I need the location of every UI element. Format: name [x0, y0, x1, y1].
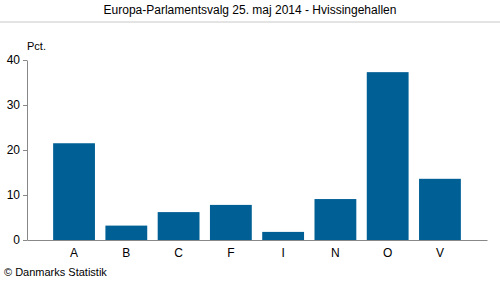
bar [105, 226, 147, 240]
bar [262, 232, 304, 240]
source: © Danmarks Statistik [4, 266, 107, 278]
bar [53, 143, 95, 240]
y-axis: 0 10 20 30 40 [7, 53, 28, 247]
x-tick: C [174, 240, 183, 260]
y-tick-mark [23, 150, 27, 151]
y-axis-title: Pct. [27, 40, 46, 52]
x-tick: N [331, 240, 340, 260]
bar [210, 205, 252, 240]
bar [367, 72, 409, 240]
x-tick: F [227, 240, 234, 260]
y-tick: 10 [7, 188, 27, 202]
bar [419, 179, 461, 240]
y-tick: 30 [7, 98, 27, 112]
bar [315, 199, 357, 240]
x-tick-label: F [227, 246, 234, 260]
y-tick: 0 [13, 233, 27, 247]
y-tick-mark [23, 240, 27, 241]
y-tick-label: 30 [7, 98, 21, 112]
y-tick-mark [23, 195, 27, 196]
x-axis-line [28, 240, 488, 241]
x-tick: O [383, 240, 392, 260]
y-tick-label: 40 [7, 53, 21, 67]
x-tick: V [436, 240, 444, 260]
bar [158, 212, 200, 240]
x-tick-label: O [383, 246, 392, 260]
x-tick-label: V [436, 246, 444, 260]
y-tick-label: 20 [7, 143, 21, 157]
chart: Europa-Parlamentsvalg 25. maj 2014 - Hvi… [0, 0, 500, 282]
x-tick-label: I [281, 246, 284, 260]
x-tick: B [122, 240, 130, 260]
x-tick-label: A [70, 246, 78, 260]
y-axis-line [27, 61, 28, 241]
x-tick: A [70, 240, 78, 260]
y-tick: 40 [7, 53, 27, 67]
x-tick-label: C [174, 246, 183, 260]
x-tick-label: N [331, 246, 340, 260]
y-tick-label: 0 [13, 233, 20, 247]
y-tick: 20 [7, 143, 27, 157]
x-tick: I [281, 240, 284, 260]
y-tick-mark [23, 60, 27, 61]
bars [53, 72, 461, 240]
title-rule [0, 22, 500, 23]
x-axis: ABCFINOV [28, 240, 488, 260]
y-tick-label: 10 [7, 188, 21, 202]
title: Europa-Parlamentsvalg 25. maj 2014 - Hvi… [104, 3, 397, 17]
x-tick-label: B [122, 246, 130, 260]
y-tick-mark [23, 105, 27, 106]
